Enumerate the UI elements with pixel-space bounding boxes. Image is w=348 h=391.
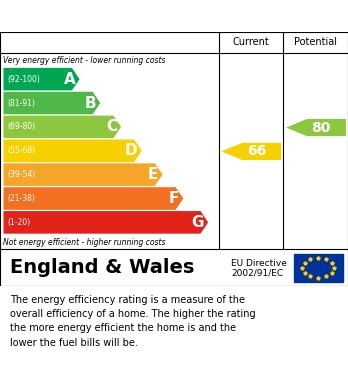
Text: (1-20): (1-20) (8, 218, 31, 227)
Text: E: E (148, 167, 158, 182)
Text: (81-91): (81-91) (8, 99, 35, 108)
Text: The energy efficiency rating is a measure of the
overall efficiency of a home. T: The energy efficiency rating is a measur… (10, 294, 256, 348)
Polygon shape (3, 140, 142, 162)
Polygon shape (286, 119, 346, 136)
Bar (294, 253, 343, 282)
Polygon shape (3, 211, 208, 234)
Text: 80: 80 (311, 120, 331, 135)
Text: Not energy efficient - higher running costs: Not energy efficient - higher running co… (3, 237, 166, 246)
Text: Energy Efficiency Rating: Energy Efficiency Rating (63, 9, 285, 23)
Text: (55-68): (55-68) (8, 146, 36, 155)
Text: (69-80): (69-80) (8, 122, 36, 131)
Text: Current: Current (232, 38, 269, 47)
FancyBboxPatch shape (0, 249, 348, 286)
Text: EU Directive: EU Directive (231, 259, 287, 268)
Polygon shape (3, 116, 121, 138)
Text: Potential: Potential (294, 38, 337, 47)
Text: C: C (106, 119, 117, 135)
Text: 66: 66 (247, 144, 266, 158)
Text: A: A (64, 72, 76, 87)
Polygon shape (221, 143, 281, 160)
Text: F: F (169, 191, 179, 206)
Polygon shape (3, 187, 183, 210)
Text: B: B (85, 95, 96, 111)
Text: (21-38): (21-38) (8, 194, 35, 203)
Text: England & Wales: England & Wales (10, 258, 195, 277)
Polygon shape (3, 68, 80, 90)
Text: (92-100): (92-100) (8, 75, 40, 84)
Text: (39-54): (39-54) (8, 170, 36, 179)
Text: D: D (125, 143, 137, 158)
Polygon shape (3, 92, 100, 114)
Text: Very energy efficient - lower running costs: Very energy efficient - lower running co… (3, 56, 166, 65)
Polygon shape (3, 163, 163, 186)
Text: 2002/91/EC: 2002/91/EC (231, 269, 284, 278)
Text: G: G (191, 215, 204, 230)
